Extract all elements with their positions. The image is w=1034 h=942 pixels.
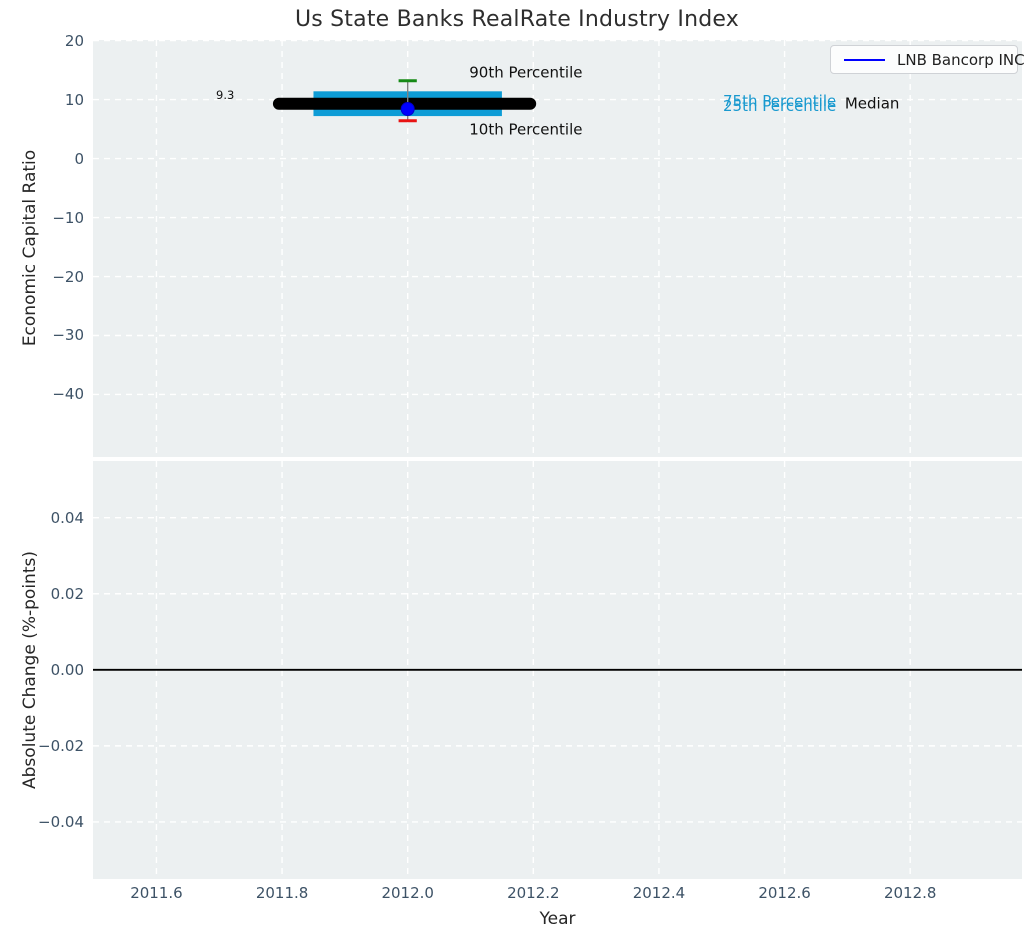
y-tick-label: −20: [52, 267, 84, 286]
x-tick-label: 2012.6: [758, 884, 811, 902]
x-tick-label: 2012.0: [381, 884, 434, 902]
y-tick-label: −0.02: [38, 736, 84, 755]
company-point: [400, 102, 415, 117]
plot-canvas: 9.3 90th Percentile 10th Percentile 75th Pe…: [93, 40, 1022, 457]
y-axis-label-economic-capital-ratio: Economic Capital Ratio: [20, 149, 40, 347]
plot-absolute-change: [93, 461, 1022, 879]
y-tick-label: 0.02: [50, 584, 84, 603]
y-tick-label: 10: [64, 90, 84, 109]
y-tick-label: −40: [52, 385, 84, 404]
x-tick-label: 2012.4: [632, 884, 686, 902]
x-tick-label: 2012.8: [883, 884, 937, 902]
p75-label: 75th Percentile: [723, 92, 836, 110]
plot-canvas: [93, 461, 1022, 879]
p25-label: 25th Percentile: [723, 97, 836, 115]
legend: LNB Bancorp INC: [830, 45, 1025, 74]
chart-title: Us State Banks RealRate Industry Index: [294, 7, 739, 32]
y-tick-label: 0: [74, 149, 84, 168]
y-tick-label: 0.04: [50, 508, 84, 527]
legend-label: LNB Bancorp INC: [897, 50, 1025, 69]
x-tick-label: 2011.8: [255, 884, 309, 902]
y-tick-label: −0.04: [38, 812, 84, 831]
median-value-label: 9.3: [216, 88, 234, 102]
median-label: Median: [845, 95, 900, 113]
y-tick-label: −30: [52, 326, 84, 345]
x-tick-label: 2011.6: [130, 884, 183, 902]
y-tick-label: 20: [64, 31, 84, 50]
y-tick-label: −10: [52, 208, 84, 227]
legend-line-sample: [844, 58, 885, 61]
p10-label: 10th Percentile: [469, 121, 582, 139]
x-tick-label: 2012.2: [507, 884, 560, 902]
plot-economic-capital-ratio: 9.3 90th Percentile 10th Percentile 75th Pe…: [93, 40, 1022, 457]
y-tick-label: 0.00: [50, 660, 84, 679]
x-axis-label: Year: [539, 909, 576, 929]
p90-label: 90th Percentile: [469, 63, 582, 81]
